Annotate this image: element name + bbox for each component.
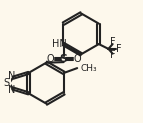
- Text: N: N: [8, 71, 15, 81]
- Text: F: F: [110, 37, 115, 47]
- Text: S: S: [60, 54, 68, 64]
- Text: CH₃: CH₃: [81, 64, 97, 73]
- Text: S: S: [3, 78, 9, 88]
- Text: N: N: [8, 85, 15, 95]
- Text: O: O: [47, 54, 54, 64]
- Text: F: F: [116, 44, 122, 54]
- Text: O: O: [73, 54, 81, 64]
- Text: F: F: [110, 50, 115, 61]
- Text: HN: HN: [51, 39, 66, 49]
